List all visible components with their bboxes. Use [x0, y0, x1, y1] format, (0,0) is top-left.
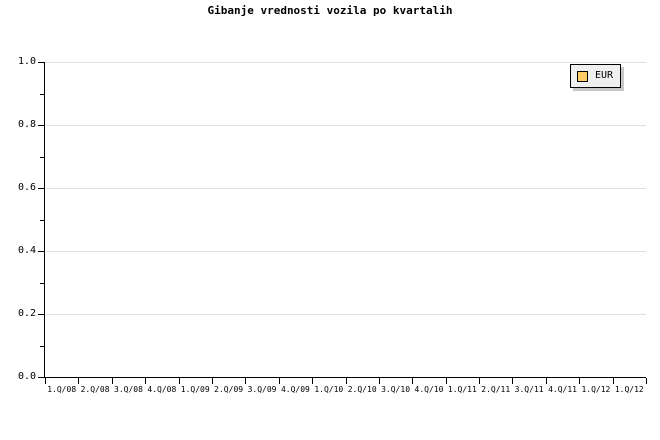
gridline-horizontal [45, 251, 646, 252]
x-axis-tick [646, 378, 647, 384]
gridline-horizontal [45, 188, 646, 189]
x-axis-label: 1.Q/10 [314, 385, 344, 394]
x-axis-label: 3.Q/10 [381, 385, 411, 394]
y-axis-tick-minor [40, 157, 44, 158]
y-axis-tick-minor [40, 346, 44, 347]
x-axis-label: 1.Q/11 [447, 385, 477, 394]
y-axis-tick-minor [40, 94, 44, 95]
y-axis-label: 0.2 [17, 308, 36, 319]
x-axis-tick [279, 378, 280, 384]
legend-swatch-eur-icon [577, 70, 588, 82]
y-axis-line [44, 62, 45, 378]
x-axis-tick [179, 378, 180, 384]
x-axis-label: 1.Q/08 [47, 385, 77, 394]
y-axis-label: 0.0 [17, 371, 36, 382]
x-axis-tick [613, 378, 614, 384]
legend-label-eur: EUR [595, 70, 614, 81]
x-axis-tick [312, 378, 313, 384]
x-axis-label: 3.Q/09 [247, 385, 277, 394]
y-axis-tick-major [38, 125, 44, 126]
x-axis-tick [346, 378, 347, 384]
x-axis-tick [145, 378, 146, 384]
x-axis-label: 4.Q/10 [414, 385, 444, 394]
y-axis-label: 1.0 [17, 56, 36, 67]
chart-legend[interactable]: EUR [570, 64, 622, 88]
y-axis-label: 0.6 [17, 182, 36, 193]
x-axis-label: 1.Q/09 [180, 385, 210, 394]
x-axis-tick [479, 378, 480, 384]
y-axis-tick-minor [40, 283, 44, 284]
gridline-horizontal [45, 314, 646, 315]
x-axis-line [44, 377, 646, 378]
x-axis-label: 1.Q/12 [581, 385, 611, 394]
x-axis-label: 2.Q/08 [80, 385, 110, 394]
plot-area [45, 62, 646, 378]
x-axis-tick [412, 378, 413, 384]
x-axis-tick [579, 378, 580, 384]
x-axis-tick [546, 378, 547, 384]
y-axis-tick-major [38, 251, 44, 252]
x-axis-label: 2.Q/09 [214, 385, 244, 394]
x-axis-tick [45, 378, 46, 384]
gridline-horizontal [45, 62, 646, 63]
y-axis-tick-major [38, 62, 44, 63]
y-axis-tick-major [38, 377, 44, 378]
chart-title: Gibanje vrednosti vozila po kvartalih [207, 4, 453, 17]
x-axis-tick [212, 378, 213, 384]
x-axis-label: 2.Q/11 [481, 385, 511, 394]
x-axis-label: 4.Q/09 [280, 385, 310, 394]
y-axis-tick-major [38, 314, 44, 315]
x-axis-label: 4.Q/11 [548, 385, 577, 394]
x-axis-tick [245, 378, 246, 384]
x-axis-label: 2.Q/10 [347, 385, 377, 394]
y-axis-label: 0.4 [17, 245, 36, 256]
x-axis-label: 3.Q/11 [514, 385, 544, 394]
x-axis-tick [379, 378, 380, 384]
gridline-horizontal [45, 125, 646, 126]
x-axis-tick [512, 378, 513, 384]
x-axis-label: 1.Q/12 [614, 385, 644, 394]
x-axis-tick [446, 378, 447, 384]
y-axis-tick-minor [40, 220, 44, 221]
y-axis-tick-major [38, 188, 44, 189]
x-axis-label: 3.Q/08 [114, 385, 143, 394]
y-axis-label: 0.8 [17, 119, 36, 130]
x-axis-label: 4.Q/08 [147, 385, 177, 394]
x-axis-tick [78, 378, 79, 384]
x-axis-tick [112, 378, 113, 384]
